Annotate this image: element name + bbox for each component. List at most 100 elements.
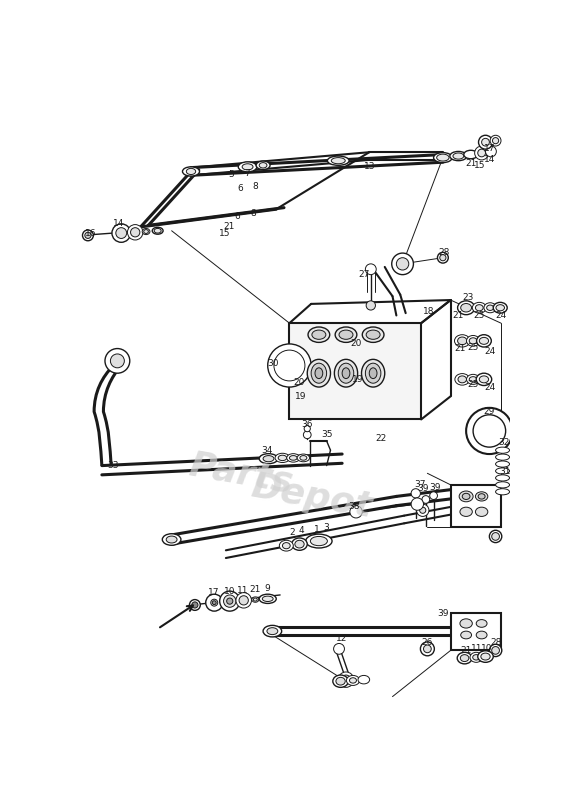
Circle shape [479, 135, 493, 149]
Text: 30: 30 [268, 359, 279, 369]
Ellipse shape [275, 454, 290, 462]
Text: 6: 6 [237, 184, 243, 193]
Ellipse shape [212, 601, 216, 605]
Text: 14: 14 [484, 154, 495, 164]
Circle shape [236, 593, 251, 608]
Circle shape [350, 506, 362, 518]
Text: 10: 10 [224, 586, 235, 596]
Ellipse shape [472, 302, 486, 313]
Text: 21: 21 [460, 646, 472, 655]
Ellipse shape [467, 335, 480, 346]
Text: 25: 25 [467, 380, 479, 390]
Text: 21: 21 [223, 222, 235, 231]
Text: 3: 3 [324, 522, 329, 532]
Circle shape [396, 258, 409, 270]
Ellipse shape [256, 161, 270, 170]
Ellipse shape [83, 230, 94, 241]
Ellipse shape [335, 327, 357, 342]
Ellipse shape [192, 602, 198, 608]
Ellipse shape [476, 620, 487, 627]
Ellipse shape [154, 229, 161, 233]
Text: 28: 28 [490, 638, 501, 647]
Ellipse shape [189, 599, 200, 610]
Ellipse shape [312, 330, 326, 339]
Ellipse shape [496, 468, 510, 474]
Ellipse shape [310, 537, 327, 546]
Circle shape [227, 598, 233, 604]
Ellipse shape [460, 654, 469, 662]
Text: 19: 19 [352, 375, 363, 384]
Ellipse shape [475, 305, 483, 311]
Text: 32: 32 [498, 438, 510, 447]
Text: 19: 19 [294, 392, 306, 401]
Ellipse shape [307, 359, 331, 387]
Circle shape [475, 146, 489, 160]
Ellipse shape [464, 150, 478, 158]
Text: 37: 37 [414, 480, 425, 490]
Circle shape [430, 492, 438, 499]
Ellipse shape [238, 162, 257, 172]
Ellipse shape [458, 301, 475, 314]
Ellipse shape [461, 303, 472, 312]
Circle shape [438, 252, 448, 263]
Ellipse shape [460, 507, 472, 517]
Ellipse shape [496, 461, 510, 467]
Ellipse shape [211, 599, 218, 606]
Text: 1: 1 [315, 525, 320, 534]
Circle shape [112, 224, 130, 242]
Ellipse shape [366, 330, 380, 339]
Ellipse shape [300, 455, 307, 460]
Ellipse shape [469, 338, 477, 344]
Circle shape [420, 507, 426, 514]
Ellipse shape [434, 153, 452, 162]
Ellipse shape [259, 162, 267, 168]
Ellipse shape [338, 363, 354, 383]
Circle shape [105, 349, 130, 373]
Circle shape [417, 504, 429, 517]
Ellipse shape [183, 167, 200, 176]
Ellipse shape [496, 454, 510, 460]
Text: 7: 7 [245, 169, 251, 178]
Ellipse shape [142, 229, 150, 234]
Text: 11: 11 [237, 586, 249, 595]
Text: 24: 24 [496, 311, 507, 320]
Ellipse shape [437, 154, 449, 161]
Ellipse shape [460, 619, 472, 628]
Bar [451, 614, 501, 650]
Ellipse shape [478, 650, 493, 662]
Text: 17: 17 [484, 144, 495, 153]
Ellipse shape [306, 534, 332, 548]
Circle shape [268, 344, 311, 387]
Ellipse shape [461, 631, 472, 639]
Text: 2: 2 [289, 528, 295, 537]
Ellipse shape [166, 536, 177, 543]
Text: 4: 4 [299, 526, 304, 534]
Ellipse shape [496, 482, 510, 488]
Text: 39: 39 [418, 484, 429, 493]
Ellipse shape [327, 156, 349, 166]
Ellipse shape [467, 374, 480, 384]
Text: 16: 16 [84, 229, 96, 238]
Circle shape [493, 138, 498, 144]
Ellipse shape [476, 373, 492, 386]
Ellipse shape [297, 454, 310, 462]
Ellipse shape [342, 368, 350, 378]
Ellipse shape [478, 494, 485, 499]
Text: 15: 15 [218, 229, 230, 238]
Ellipse shape [263, 596, 273, 602]
Ellipse shape [479, 376, 489, 383]
Ellipse shape [462, 494, 470, 499]
Circle shape [206, 594, 223, 611]
Ellipse shape [496, 475, 510, 481]
Text: 8: 8 [252, 182, 258, 191]
Ellipse shape [253, 598, 257, 601]
Ellipse shape [358, 675, 370, 684]
Text: 34: 34 [261, 446, 273, 454]
Ellipse shape [267, 628, 278, 634]
Circle shape [128, 225, 143, 240]
Ellipse shape [365, 363, 381, 383]
Text: 8: 8 [250, 210, 256, 218]
Ellipse shape [346, 675, 359, 686]
Circle shape [420, 642, 434, 656]
Ellipse shape [259, 454, 278, 464]
